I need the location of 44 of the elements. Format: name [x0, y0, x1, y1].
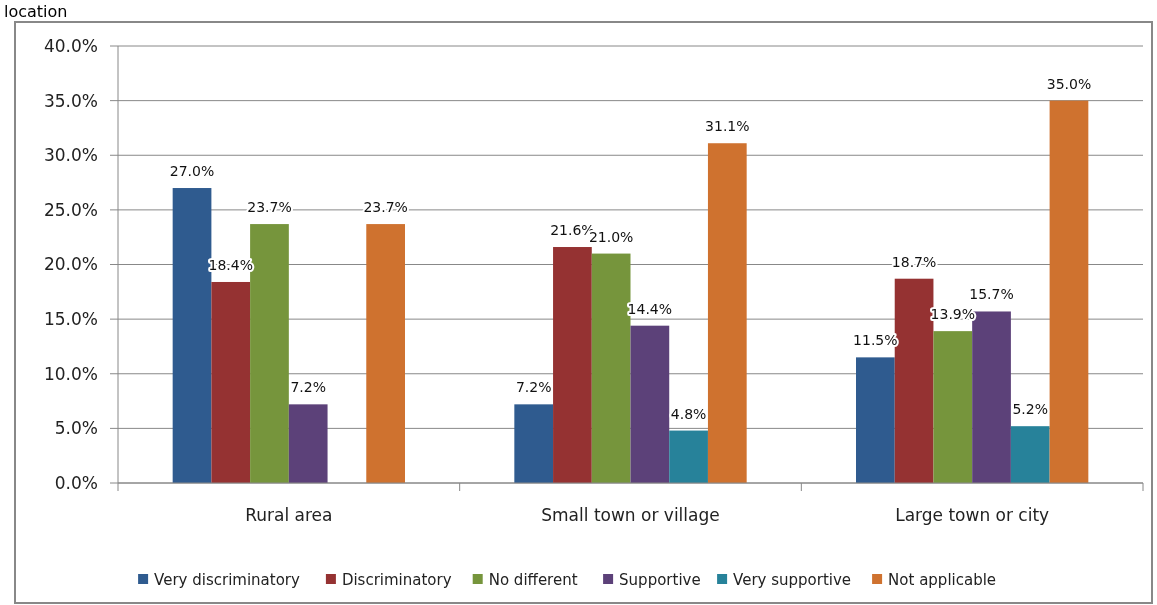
legend-label: Very supportive	[733, 571, 852, 590]
bar	[933, 331, 973, 483]
y-tick-label: 25.0%	[43, 199, 98, 220]
bar	[856, 357, 895, 483]
data-label: 15.7%	[969, 286, 1014, 303]
data-label: 23.7%	[363, 199, 408, 216]
bar	[1049, 100, 1089, 483]
data-label: 7.2%	[515, 379, 552, 396]
y-tick-label: 15.0%	[43, 309, 98, 330]
y-tick-label: 0.0%	[54, 472, 98, 493]
data-label: 4.8%	[670, 405, 707, 422]
bar	[211, 281, 251, 483]
bar	[288, 404, 328, 483]
y-tick-label: 30.0%	[43, 145, 98, 166]
bar	[669, 430, 708, 483]
y-tick-label: 40.0%	[43, 35, 98, 56]
bar	[591, 253, 631, 483]
data-label: 35.0%	[1046, 75, 1092, 92]
data-label: 27.0%	[169, 163, 215, 180]
x-tick-label: Rural area	[245, 505, 333, 525]
legend-label: Very discriminatory	[154, 571, 301, 590]
bar	[1010, 426, 1050, 483]
bar	[553, 247, 592, 483]
y-tick-label: 20.0%	[43, 254, 98, 275]
bar	[707, 143, 747, 483]
data-label: 31.1%	[705, 118, 750, 135]
data-label: 18.7%	[891, 253, 937, 270]
legend-label: Discriminatory	[341, 571, 452, 590]
bar	[172, 188, 212, 483]
data-label: 7.2%	[290, 379, 326, 396]
legend-label: Supportive	[619, 571, 701, 590]
bar	[514, 404, 554, 483]
data-label: 5.2%	[1012, 401, 1049, 418]
y-tick-label: 5.0%	[54, 418, 98, 439]
bar	[630, 325, 670, 483]
y-tick-label: 10.0%	[43, 363, 98, 384]
bar	[366, 224, 405, 483]
y-tick-label: 35.0%	[43, 90, 98, 111]
legend-label: No different	[488, 571, 578, 590]
data-label: 23.7%	[247, 199, 292, 216]
chart-title: location	[4, 2, 68, 21]
x-tick-label: Large town or city	[895, 505, 1050, 525]
x-tick-label: Small town or village	[541, 505, 720, 525]
legend-label: Not applicable	[888, 571, 997, 590]
